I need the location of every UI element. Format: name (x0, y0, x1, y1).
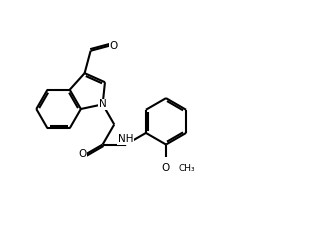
Text: NH: NH (118, 134, 134, 144)
Text: O: O (162, 163, 170, 173)
Text: CH₃: CH₃ (179, 164, 196, 173)
Text: O: O (110, 41, 118, 51)
Text: N: N (99, 99, 106, 109)
Text: O: O (78, 149, 87, 159)
